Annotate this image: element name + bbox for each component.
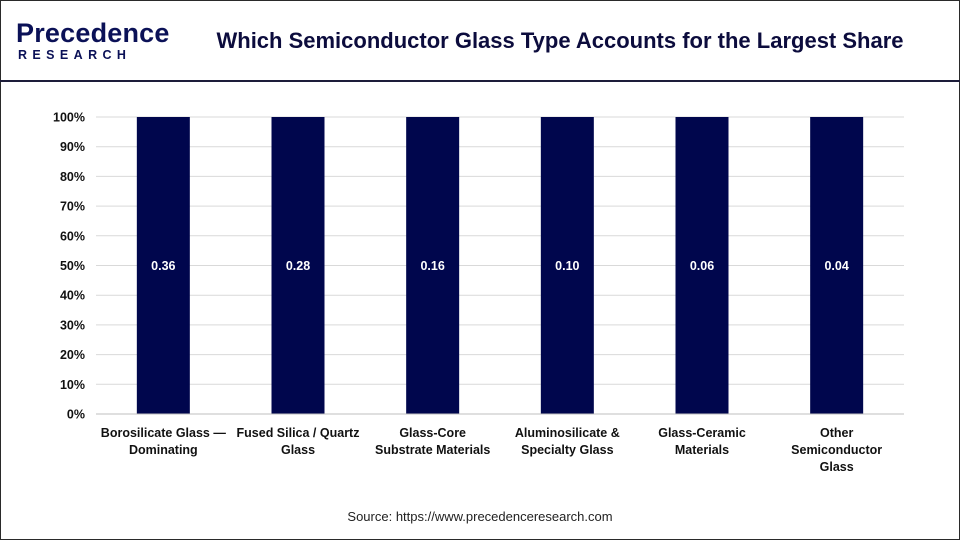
- data-label: 0.28: [286, 259, 310, 273]
- y-tick-label: 50%: [60, 259, 85, 273]
- data-label: 0.16: [420, 259, 444, 273]
- x-tick-label: Glass: [820, 460, 854, 474]
- x-tick-label: Semiconductor: [791, 443, 882, 457]
- x-tick-label: Materials: [675, 443, 729, 457]
- data-label: 0.10: [555, 259, 579, 273]
- y-tick-label: 70%: [60, 200, 85, 214]
- y-tick-label: 30%: [60, 318, 85, 332]
- bar: [406, 117, 460, 414]
- logo-subtitle: RESEARCH: [18, 48, 132, 62]
- bar-chart: 0% 10% 20% 30% 40% 50% 60% 70% 80% 90% 100% 0.36 Bor…: [53, 111, 904, 474]
- y-tick-label: 20%: [60, 348, 85, 362]
- x-tick-label: Aluminosilicate &: [515, 426, 620, 440]
- y-tick-label: 40%: [60, 289, 85, 303]
- data-label: 0.36: [151, 259, 175, 273]
- x-tick-label: Fused Silica / Quartz: [237, 426, 360, 440]
- x-tick-label: Specialty Glass: [521, 443, 613, 457]
- y-tick-label: 100%: [53, 111, 85, 125]
- x-tick-label: Glass-Ceramic: [658, 426, 746, 440]
- bar: [271, 117, 325, 414]
- bar: [540, 117, 594, 414]
- x-tick-label: Dominating: [129, 443, 198, 457]
- chart-title: Which Semiconductor Glass Type Accounts …: [216, 28, 904, 53]
- x-tick-label: Substrate Materials: [375, 443, 490, 457]
- logo-wordmark: Precedence: [16, 18, 170, 48]
- data-label: 0.04: [824, 259, 848, 273]
- data-label: 0.06: [690, 259, 714, 273]
- y-tick-label: 10%: [60, 378, 85, 392]
- bar: [675, 117, 729, 414]
- x-tick-label: Glass: [281, 443, 315, 457]
- header: Precedence RESEARCH Which Semiconductor …: [0, 0, 960, 82]
- y-tick-label: 80%: [60, 170, 85, 184]
- source-note: Source: https://www.precedenceresearch.c…: [347, 509, 613, 524]
- x-tick-label: Borosilicate Glass —: [101, 426, 227, 440]
- bar: [810, 117, 864, 414]
- brand-logo: Precedence RESEARCH: [16, 18, 169, 64]
- x-tick-label: Glass-Core: [399, 426, 466, 440]
- y-tick-label: 90%: [60, 140, 85, 154]
- y-tick-label: 60%: [60, 229, 85, 243]
- bar: [136, 117, 190, 414]
- x-tick-label: Other: [820, 426, 853, 440]
- y-tick-label: 0%: [67, 408, 85, 422]
